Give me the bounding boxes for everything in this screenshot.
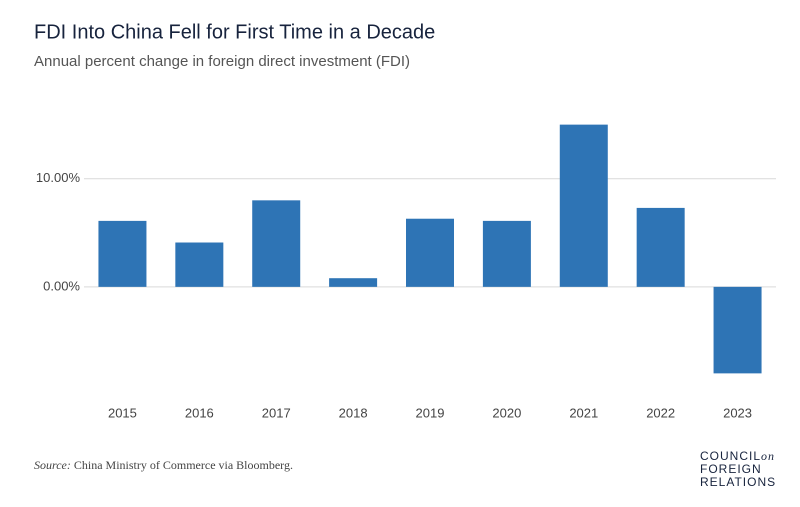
y-tick-label: 10.00%	[36, 170, 81, 185]
bar	[252, 200, 301, 287]
bar	[713, 286, 762, 374]
chart-subtitle: Annual percent change in foreign direct …	[34, 53, 410, 70]
x-tick-label: 2017	[262, 405, 291, 420]
x-tick-label: 2018	[339, 405, 368, 420]
x-tick-label: 2019	[416, 405, 445, 420]
bar	[329, 278, 378, 287]
logo: COUNCILon FOREIGN RELATIONS	[700, 449, 776, 489]
bar	[98, 220, 147, 287]
y-tick-label: 0.00%	[43, 278, 80, 293]
source: Source: China Ministry of Commerce via B…	[34, 458, 293, 472]
logo-line: RELATIONS	[700, 475, 776, 489]
logo-line: FOREIGN	[700, 462, 762, 476]
x-tick-label: 2023	[723, 405, 752, 420]
source-text: China Ministry of Commerce via Bloomberg…	[74, 458, 293, 472]
x-tick-label: 2015	[108, 405, 137, 420]
bar	[559, 124, 608, 287]
bar	[406, 218, 454, 287]
x-tick-label: 2020	[492, 405, 521, 420]
x-tick-label: 2022	[646, 405, 675, 420]
logo-line: COUNCILon	[700, 449, 775, 463]
x-tick-label: 2016	[185, 405, 214, 420]
bar	[482, 220, 531, 287]
chart-title: FDI Into China Fell for First Time in a …	[34, 21, 435, 43]
logo-word: COUNCIL	[700, 449, 761, 463]
bar	[175, 242, 224, 287]
logo-word: on	[761, 449, 775, 463]
source-label: Source:	[34, 458, 71, 472]
x-tick-label: 2021	[569, 405, 598, 420]
bar	[636, 207, 685, 287]
